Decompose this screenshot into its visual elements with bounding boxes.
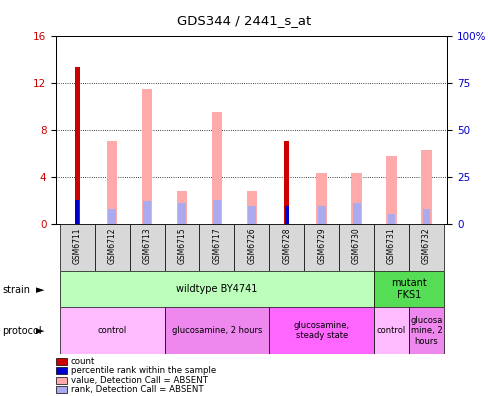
Bar xyxy=(213,200,221,224)
Text: GSM6729: GSM6729 xyxy=(317,228,325,264)
Bar xyxy=(75,200,79,224)
Text: GSM6730: GSM6730 xyxy=(351,228,360,264)
Bar xyxy=(75,67,80,224)
Text: count: count xyxy=(71,357,95,366)
Bar xyxy=(246,191,257,224)
Bar xyxy=(199,224,234,271)
Bar xyxy=(339,224,373,271)
Bar xyxy=(373,307,408,354)
Bar xyxy=(60,271,373,307)
Text: GDS344 / 2441_s_at: GDS344 / 2441_s_at xyxy=(177,14,311,27)
Bar xyxy=(408,224,443,271)
Text: GSM6726: GSM6726 xyxy=(247,228,256,264)
Text: strain: strain xyxy=(2,285,30,295)
Text: protocol: protocol xyxy=(2,326,42,336)
Bar xyxy=(316,173,326,224)
Bar xyxy=(107,141,117,224)
Text: ►: ► xyxy=(36,326,45,336)
Text: rank, Detection Call = ABSENT: rank, Detection Call = ABSENT xyxy=(71,385,203,394)
Bar xyxy=(164,307,269,354)
Bar xyxy=(387,214,395,224)
Text: GSM6713: GSM6713 xyxy=(142,228,151,264)
Bar xyxy=(352,203,360,224)
Bar xyxy=(420,150,431,224)
Bar xyxy=(386,156,396,224)
Text: glucosa
mine, 2
hours: glucosa mine, 2 hours xyxy=(409,316,442,346)
Text: value, Detection Call = ABSENT: value, Detection Call = ABSENT xyxy=(71,376,207,385)
Text: percentile rank within the sample: percentile rank within the sample xyxy=(71,366,216,375)
Bar xyxy=(285,206,288,224)
Text: GSM6712: GSM6712 xyxy=(107,228,116,264)
Bar xyxy=(269,224,304,271)
Text: wildtype BY4741: wildtype BY4741 xyxy=(176,284,257,294)
Text: glucosamine, 2 hours: glucosamine, 2 hours xyxy=(171,326,262,335)
Bar xyxy=(164,224,199,271)
Bar xyxy=(269,307,373,354)
Bar xyxy=(373,224,408,271)
Text: GSM6715: GSM6715 xyxy=(177,228,186,264)
Bar xyxy=(178,203,185,224)
Text: mutant
FKS1: mutant FKS1 xyxy=(390,278,426,300)
Text: ►: ► xyxy=(36,285,45,295)
Text: control: control xyxy=(97,326,126,335)
Text: GSM6731: GSM6731 xyxy=(386,228,395,264)
Text: GSM6717: GSM6717 xyxy=(212,228,221,264)
Bar xyxy=(247,206,255,224)
Bar xyxy=(176,191,187,224)
Bar xyxy=(234,224,269,271)
Bar xyxy=(60,224,95,271)
Bar xyxy=(408,307,443,354)
Bar xyxy=(143,201,151,224)
Bar xyxy=(95,224,129,271)
Bar xyxy=(142,89,152,224)
Text: GSM6711: GSM6711 xyxy=(73,228,81,264)
Bar xyxy=(211,112,222,224)
Text: GSM6728: GSM6728 xyxy=(282,228,291,264)
Bar xyxy=(108,209,116,224)
Text: GSM6732: GSM6732 xyxy=(421,228,430,264)
Bar xyxy=(373,271,443,307)
Bar xyxy=(284,141,288,224)
Text: control: control xyxy=(376,326,406,335)
Bar xyxy=(60,307,164,354)
Text: glucosamine,
steady state: glucosamine, steady state xyxy=(293,321,349,340)
Bar xyxy=(129,224,164,271)
Bar xyxy=(317,206,325,224)
Bar xyxy=(304,224,339,271)
Bar xyxy=(422,209,429,224)
Bar xyxy=(351,173,361,224)
